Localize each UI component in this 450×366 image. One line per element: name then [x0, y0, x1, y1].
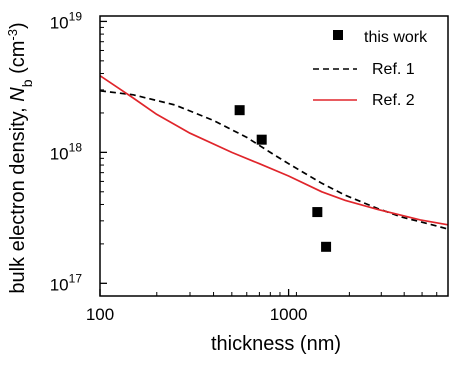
plot-frame — [99, 15, 449, 297]
data-layer — [99, 74, 449, 252]
legend-label-ref-1: Ref. 1 — [372, 61, 415, 78]
y-tick-label-base: 10 — [50, 13, 69, 32]
y-axis-label-main: bulk electron density, — [7, 102, 29, 294]
series-line-ref-1 — [99, 89, 449, 230]
y-tick-label-exp: 18 — [69, 140, 83, 154]
legend: this work Ref. 1 Ref. 2 — [313, 29, 428, 109]
y-tick-label: 1019 — [50, 9, 83, 32]
y-axis-label-subscript: b — [19, 79, 35, 87]
y-tick-label-base: 10 — [50, 275, 69, 294]
x-axis-label: thickness (nm) — [211, 333, 341, 355]
y-axis-label-unit-open: (cm — [7, 41, 29, 80]
x-tick-label: 1000 — [270, 305, 308, 324]
data-point-this-work — [256, 134, 267, 145]
legend-marker-this-work — [333, 30, 343, 40]
y-axis-label-unit-exp: -3 — [5, 29, 20, 41]
y-tick-label-exp: 19 — [69, 9, 83, 23]
data-point-this-work — [321, 241, 332, 252]
legend-label-this-work: this work — [364, 29, 428, 46]
y-tick-label: 1017 — [50, 271, 83, 294]
legend-label-ref-2: Ref. 2 — [372, 92, 415, 109]
data-point-this-work — [312, 207, 323, 218]
y-tick-label-base: 10 — [50, 144, 69, 163]
data-point-this-work — [234, 105, 245, 116]
y-axis-label-unit-close: ) — [7, 22, 29, 29]
y-tick-label-exp: 17 — [69, 271, 83, 285]
y-tick-label: 1018 — [50, 140, 83, 163]
series-line-ref-2 — [99, 74, 449, 226]
x-tick-label: 100 — [86, 305, 114, 324]
y-axis-label-symbol: N — [7, 87, 29, 102]
y-axis-label: bulk electron density, Nb (cm-3) — [5, 22, 36, 293]
